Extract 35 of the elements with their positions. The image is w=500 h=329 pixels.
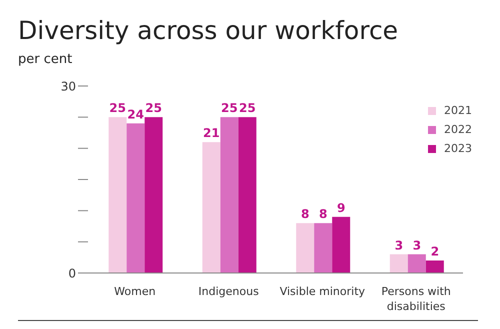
data-label: 9 xyxy=(336,200,346,215)
bar xyxy=(220,117,238,273)
legend-label: 2021 xyxy=(444,104,472,117)
bar xyxy=(332,216,350,273)
bar xyxy=(202,142,220,273)
legend-label: 2022 xyxy=(444,123,472,136)
x-tick-label: Visible minority xyxy=(280,285,366,298)
data-label: 3 xyxy=(394,238,404,252)
chart-subtitle: per cent xyxy=(18,52,72,67)
data-label: 24 xyxy=(127,107,144,122)
data-label: 21 xyxy=(203,126,220,140)
data-label: 25 xyxy=(239,101,256,116)
data-label: 25 xyxy=(109,101,126,116)
x-tick-label: Women xyxy=(114,285,156,298)
x-tick-label: Persons with disabilities xyxy=(381,285,451,313)
bar xyxy=(108,117,127,273)
x-tick-label: Indigenous xyxy=(198,285,260,298)
bar xyxy=(390,254,408,273)
bar xyxy=(314,223,332,273)
data-label: 3 xyxy=(412,238,422,252)
bar xyxy=(296,223,314,273)
data-label: 2 xyxy=(430,244,440,259)
data-label: 8 xyxy=(300,207,310,222)
data-label: 8 xyxy=(318,207,328,222)
bar xyxy=(426,260,444,273)
bar xyxy=(126,123,145,273)
bar xyxy=(144,117,163,273)
data-label: 25 xyxy=(145,101,162,116)
y-tick-label: 0 xyxy=(68,266,76,280)
legend-label: 2023 xyxy=(444,142,472,155)
y-tick-label: 30 xyxy=(60,79,76,94)
chart-title: Diversity across our workforce xyxy=(18,16,398,45)
bar xyxy=(408,254,426,273)
bar xyxy=(238,117,256,273)
data-label: 25 xyxy=(221,101,238,116)
